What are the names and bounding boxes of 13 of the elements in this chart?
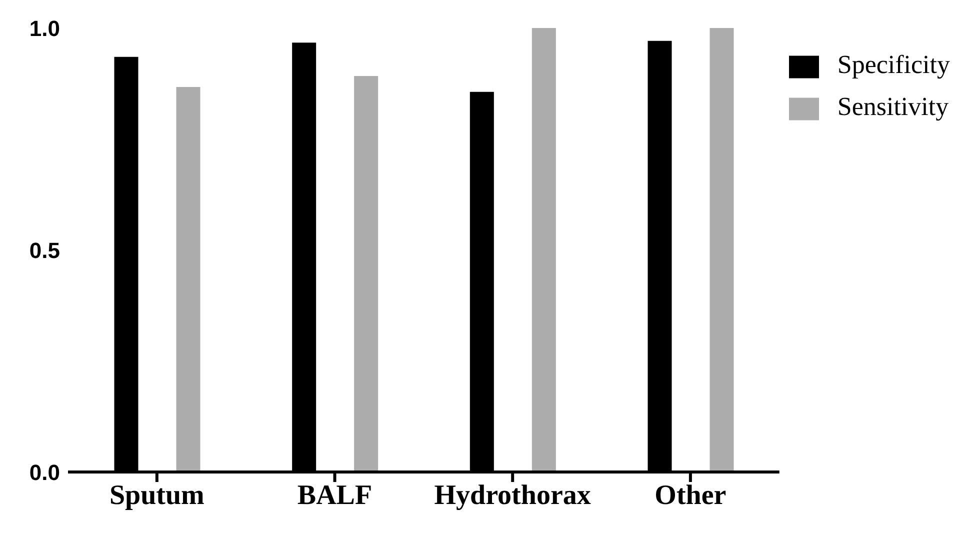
- bar: [710, 28, 734, 472]
- legend-label: Sensitivity: [837, 92, 949, 121]
- x-tick-label: Other: [654, 480, 726, 511]
- x-tick-label: Hydrothorax: [434, 480, 591, 511]
- legend-label: Specificity: [837, 50, 950, 79]
- bar: [532, 28, 556, 472]
- bar: [176, 87, 200, 472]
- bar: [354, 76, 378, 472]
- y-tick-label: 0.0: [29, 460, 60, 485]
- x-tick-label: BALF: [297, 480, 372, 511]
- y-tick-label: 1.0: [29, 16, 60, 41]
- y-tick-label: 0.5: [29, 238, 60, 263]
- x-tick-label: Sputum: [109, 480, 204, 511]
